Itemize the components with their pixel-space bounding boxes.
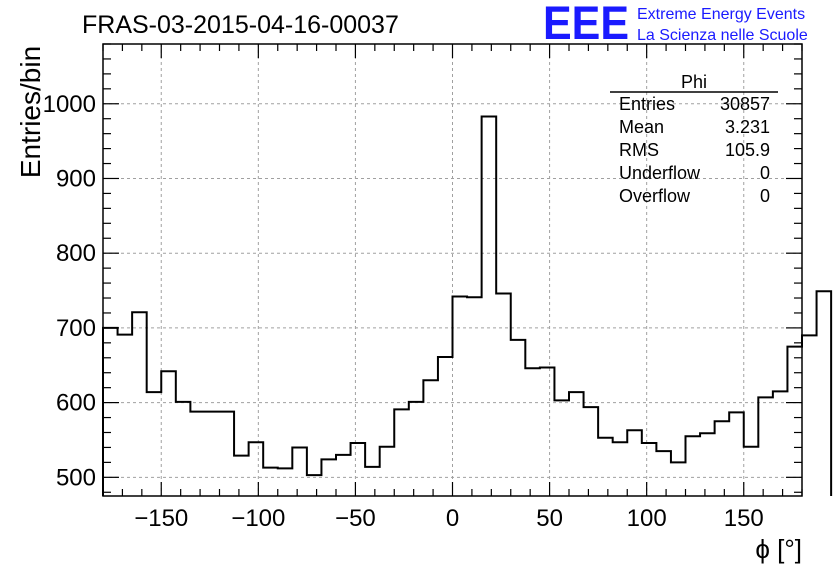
logo-mark: EEE: [543, 0, 629, 49]
x-tick-label: 100: [627, 505, 667, 532]
x-axis-label: ϕ [°]: [755, 534, 802, 564]
stats-value: 3.231: [725, 117, 770, 137]
y-tick-label: 900: [56, 165, 96, 192]
stats-label: Mean: [619, 117, 664, 137]
grid-lines: [103, 44, 802, 496]
x-axis: −150 −100 −50 0 50 100 150: [102, 44, 803, 532]
eee-logo: EEE Extreme Energy Events La Scienza nel…: [543, 0, 808, 49]
x-tick-label: 150: [724, 505, 764, 532]
logo-line-1: Extreme Energy Events: [637, 6, 805, 23]
stats-value: 30857: [720, 94, 770, 114]
stats-value: 0: [760, 186, 770, 206]
stats-value: 0: [760, 163, 770, 183]
stats-label: RMS: [619, 140, 659, 160]
x-tick-label: −50: [335, 505, 376, 532]
x-tick-label: 50: [536, 505, 563, 532]
y-tick-label: 1000: [43, 91, 96, 118]
stats-label: Overflow: [619, 186, 691, 206]
stats-label: Underflow: [619, 163, 701, 183]
stats-title: Phi: [681, 72, 707, 92]
y-tick-label: 600: [56, 390, 96, 417]
x-tick-label: −150: [134, 505, 188, 532]
y-tick-label: 500: [56, 464, 96, 491]
logo-line-2: La Scienza nelle Scuole: [637, 27, 808, 44]
histogram-series: [102, 115, 833, 496]
y-axis: 500 600 700 800 900 1000: [43, 43, 802, 493]
x-tick-label: −100: [231, 505, 285, 532]
y-tick-label: 800: [56, 240, 96, 267]
chart-title: FRAS-03-2015-04-16-00037: [82, 11, 399, 39]
y-axis-label: Entries/bin: [15, 46, 46, 178]
stats-label: Entries: [619, 94, 675, 114]
stats-value: 105.9: [725, 140, 770, 160]
y-tick-label: 700: [56, 315, 96, 342]
x-tick-label: 0: [446, 505, 459, 532]
stats-box: Phi Entries 30857 Mean 3.231 RMS 105.9 Underfl…: [610, 72, 778, 206]
